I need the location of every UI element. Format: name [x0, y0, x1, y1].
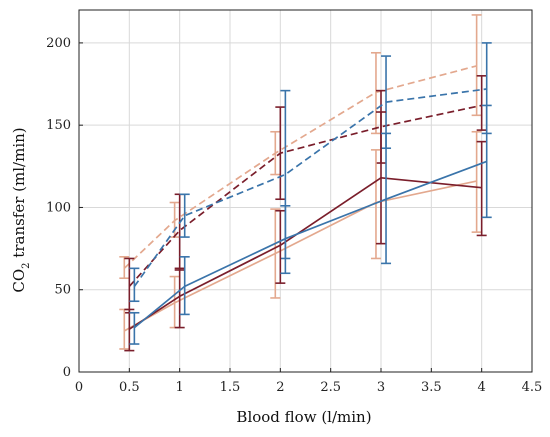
x-tick-label: 2 — [276, 380, 284, 395]
x-tick-label: 0 — [75, 380, 83, 395]
y-axis-label-subscript: 2 — [21, 262, 32, 268]
series-2 — [124, 75, 487, 314]
x-tick-label: 4 — [478, 380, 486, 395]
series-line — [123, 65, 477, 269]
x-tick-label: 1.5 — [220, 380, 241, 395]
series-line — [128, 176, 482, 330]
x-tick-label: 0.5 — [119, 380, 140, 395]
series-line — [123, 180, 477, 332]
y-axis-label-rest: transfer (ml/min) — [10, 127, 28, 262]
series-group — [119, 14, 492, 352]
y-tick-label: 150 — [46, 118, 71, 133]
y-axis-label-co: CO — [10, 269, 28, 293]
x-tick-label: 3.5 — [421, 380, 442, 395]
series-5 — [124, 111, 487, 352]
series-line — [128, 104, 482, 287]
y-tick-label: 100 — [46, 200, 71, 215]
series-4 — [119, 130, 482, 350]
series-line — [133, 88, 487, 287]
plot-frame — [78, 9, 533, 373]
x-tick-label: 4.5 — [522, 380, 543, 395]
x-tick-label: 1 — [176, 380, 184, 395]
ticks: 0 0.5 1 1.5 2 2.5 3 3.5 4 4.5 0 50 100 150 200 — [46, 36, 542, 395]
x-tick-label: 3 — [377, 380, 385, 395]
y-axis-label: CO2 transfer (ml/min) — [10, 127, 32, 292]
y-tick-label: 50 — [54, 283, 71, 298]
series-line — [133, 160, 487, 329]
x-axis-label: Blood flow (l/min) — [236, 408, 371, 426]
x-tick-label: 2.5 — [320, 380, 341, 395]
series-6 — [129, 104, 492, 345]
series-1 — [119, 14, 482, 280]
y-tick-label: 0 — [63, 365, 71, 380]
y-tick-label: 200 — [46, 36, 71, 51]
series-3 — [129, 42, 492, 303]
